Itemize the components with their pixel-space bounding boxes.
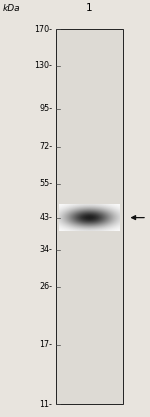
Text: 55-: 55- — [39, 179, 52, 188]
Text: 1: 1 — [86, 3, 93, 13]
Text: 95-: 95- — [39, 104, 52, 113]
Text: 34-: 34- — [40, 245, 52, 254]
Text: kDa: kDa — [3, 3, 21, 13]
Bar — [56, 29, 123, 404]
Text: 11-: 11- — [40, 400, 52, 409]
Text: 26-: 26- — [39, 282, 52, 291]
Text: 17-: 17- — [39, 340, 52, 349]
Text: 130-: 130- — [35, 61, 52, 70]
Text: 72-: 72- — [39, 143, 52, 151]
Text: 170-: 170- — [34, 25, 52, 34]
Text: 43-: 43- — [40, 213, 52, 222]
